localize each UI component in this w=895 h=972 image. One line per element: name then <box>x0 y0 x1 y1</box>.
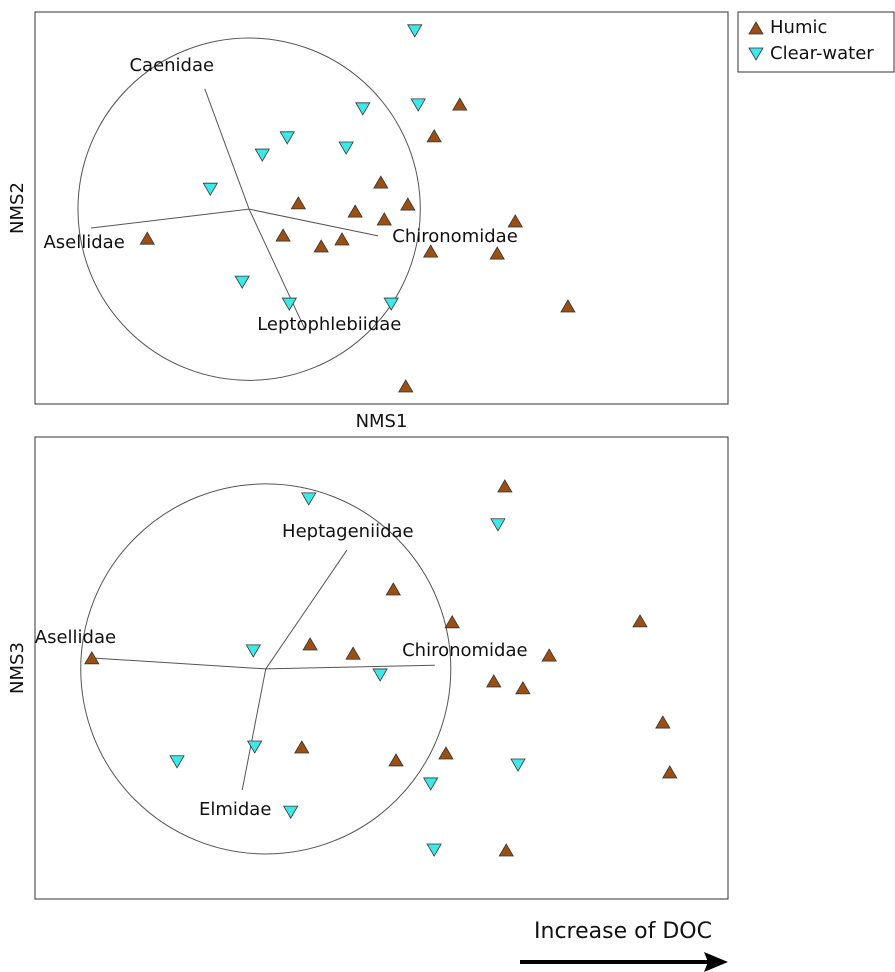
point <box>385 582 401 596</box>
vector <box>265 549 348 670</box>
legend-label: Humic <box>770 17 827 38</box>
legend-label: Clear-water <box>770 43 874 64</box>
point <box>407 24 423 38</box>
point <box>355 102 371 116</box>
point <box>376 212 392 226</box>
point <box>497 479 513 493</box>
annotation: Increase of DOC <box>534 919 712 944</box>
arrow-head <box>704 952 728 972</box>
point <box>302 637 318 651</box>
point <box>662 765 678 779</box>
point <box>283 805 299 819</box>
point <box>84 651 100 665</box>
point <box>423 244 439 258</box>
point <box>398 379 414 393</box>
plot-frame <box>34 436 729 900</box>
point <box>438 746 454 760</box>
point <box>301 492 317 506</box>
vector-label: Chironomidae <box>402 640 527 661</box>
point <box>498 843 514 857</box>
point <box>541 648 557 662</box>
point <box>234 275 250 289</box>
vector-label: Leptophlebiidae <box>257 314 401 335</box>
point <box>139 231 155 245</box>
legend-box <box>737 11 895 73</box>
y-axis-label: NMS2 <box>7 182 28 234</box>
point <box>294 740 310 754</box>
legend-marker <box>748 21 764 35</box>
point <box>410 98 426 112</box>
correlation-circle <box>80 483 452 855</box>
vector <box>204 88 250 210</box>
legend-marker <box>748 47 764 61</box>
vector <box>265 664 435 670</box>
point <box>279 131 295 145</box>
point <box>388 753 404 767</box>
point <box>507 214 523 228</box>
point <box>254 148 271 162</box>
point <box>347 204 363 218</box>
point <box>169 755 185 769</box>
point <box>338 141 354 155</box>
point <box>515 681 531 695</box>
point <box>510 758 526 772</box>
vector-label: Asellidae <box>35 627 116 648</box>
point <box>486 674 502 688</box>
point <box>373 175 389 189</box>
vector-label: Caenidae <box>129 55 214 76</box>
point <box>560 299 576 313</box>
point <box>246 740 263 754</box>
vector <box>248 208 306 331</box>
point <box>489 246 505 260</box>
point <box>334 232 350 246</box>
plot-frame <box>34 11 729 405</box>
point <box>400 197 416 211</box>
point <box>313 239 329 253</box>
correlation-circle <box>77 37 421 381</box>
vector-label: Chironomidae <box>392 226 517 247</box>
point <box>383 297 399 311</box>
point <box>345 646 361 660</box>
point <box>490 518 506 532</box>
point <box>245 644 261 658</box>
point <box>452 97 468 111</box>
vector <box>241 668 267 791</box>
point <box>444 615 460 629</box>
point <box>632 614 648 628</box>
vector-label: Asellidae <box>43 232 124 253</box>
vector <box>249 208 379 237</box>
point <box>202 182 219 196</box>
point <box>372 668 388 682</box>
y-axis-label: NMS3 <box>7 642 28 694</box>
point <box>290 196 307 210</box>
point <box>426 129 442 143</box>
point <box>655 715 671 729</box>
point <box>423 777 439 791</box>
vector <box>91 208 250 229</box>
vector <box>90 657 266 670</box>
point <box>281 297 298 311</box>
vector-label: Elmidae <box>199 799 271 820</box>
point <box>426 843 442 857</box>
vector-label: Heptageniidae <box>282 521 414 542</box>
point <box>275 228 291 242</box>
x-axis-label: NMS1 <box>356 411 408 432</box>
